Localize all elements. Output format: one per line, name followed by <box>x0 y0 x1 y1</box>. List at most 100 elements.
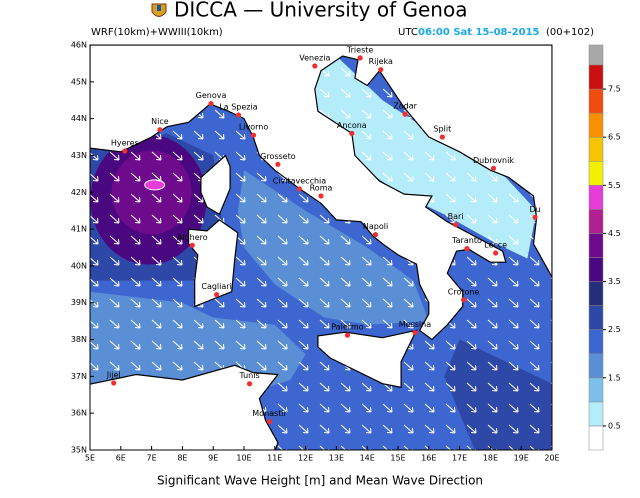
land <box>90 45 552 341</box>
city-label: Palermo <box>331 323 363 332</box>
lead-time: (00+102) <box>546 27 594 38</box>
city-label: Civitavecchia <box>273 176 327 185</box>
lon-tick-label: 10E <box>236 454 251 463</box>
lon-tick-label: 11E <box>267 454 282 463</box>
city-marker <box>157 127 163 133</box>
city-marker <box>189 242 195 248</box>
city-marker <box>532 214 538 220</box>
land <box>317 329 418 389</box>
colorbar-label: 2.5 <box>608 325 621 334</box>
colorbar-swatch <box>588 425 604 451</box>
lat-tick-label: 42N <box>71 188 87 197</box>
city-marker <box>464 246 470 252</box>
city-marker <box>213 292 220 298</box>
city-label: Zadar <box>393 102 417 111</box>
lon-tick-label: 18E <box>483 454 498 463</box>
city-label: Jijel <box>106 370 121 379</box>
city-marker <box>122 148 128 154</box>
city-label: Ancona <box>337 121 367 130</box>
city-marker <box>357 55 363 61</box>
colorbar-swatch <box>588 233 604 258</box>
city-label: Nice <box>151 117 169 126</box>
city-label: Alghero <box>177 233 208 242</box>
city-marker <box>378 67 384 73</box>
city-marker <box>349 130 355 136</box>
lat-tick-label: 41N <box>71 225 87 234</box>
city-marker <box>439 134 445 140</box>
city-label: Napoli <box>363 222 388 231</box>
city-marker <box>208 100 214 107</box>
city-marker <box>493 250 499 256</box>
lon-tick-label: 17E <box>452 454 467 463</box>
colorbar-swatch <box>588 161 604 186</box>
city-label: Crotone <box>448 287 480 296</box>
lat-tick-label: 40N <box>71 261 87 270</box>
city-label: Livorno <box>239 123 269 132</box>
colorbar-swatch <box>588 281 604 306</box>
title: DICCA — University of Genoa <box>174 0 467 22</box>
city-marker <box>372 232 379 238</box>
city-marker <box>296 186 303 192</box>
time-stamp: 06:00 Sat 15-08-2015 <box>418 27 540 38</box>
lat-tick-label: 44N <box>71 114 87 123</box>
colorbar-label: 1.5 <box>608 373 621 382</box>
city-marker <box>412 329 418 336</box>
colorbar-swatch <box>588 112 604 138</box>
colorbar-label: 0.5 <box>608 421 621 430</box>
lon-tick-label: 6E <box>116 454 126 463</box>
lon-tick-label: 9E <box>208 454 218 463</box>
city-label: Tunis <box>238 371 259 380</box>
city-label: Trieste <box>346 45 373 54</box>
colorbar-swatch <box>588 377 604 403</box>
city-label: Venezia <box>299 53 330 62</box>
colorbar-swatch <box>588 329 604 354</box>
colorbar-label: 7.5 <box>608 85 621 94</box>
colorbar-label: 6.5 <box>608 133 621 142</box>
colorbar-swatch <box>588 64 604 90</box>
colorbar-swatch <box>588 185 604 210</box>
city-label: Monastir <box>252 409 287 418</box>
logo <box>151 3 167 17</box>
city-label: Dubrovnik <box>473 156 514 165</box>
lat-tick-label: 38N <box>71 335 87 344</box>
city-marker <box>266 419 273 425</box>
city-marker <box>246 381 253 387</box>
city-marker <box>111 380 117 386</box>
model-label: WRF(10km)+WWIII(10km) <box>91 27 223 38</box>
lon-tick-label: 14E <box>360 454 375 463</box>
city-label: La Spezia <box>219 102 257 111</box>
caption: Significant Wave Height [m] and Mean Wav… <box>157 474 483 488</box>
colorbar-swatch <box>588 136 604 162</box>
city-marker <box>235 112 242 118</box>
colorbar-swatch <box>588 305 604 330</box>
city-label: Rijeka <box>369 57 393 66</box>
city-label: Cagliari <box>201 282 231 291</box>
colorbar-swatch <box>588 401 604 427</box>
land <box>90 364 280 450</box>
lat-tick-label: 35N <box>71 446 87 455</box>
colorbar-swatch <box>588 257 604 282</box>
city-marker <box>318 193 324 199</box>
colorbar-swatch <box>588 353 604 379</box>
city-marker <box>452 222 459 228</box>
colorbar-swatch <box>588 88 604 114</box>
lon-tick-label: 16E <box>421 454 436 463</box>
colorbar-label: 3.5 <box>608 277 621 286</box>
lat-tick-label: 37N <box>71 372 87 381</box>
lon-tick-label: 13E <box>329 454 344 463</box>
city-marker <box>490 165 497 171</box>
city-label: Roma <box>310 183 333 192</box>
colorbar-label: 5.5 <box>608 181 621 190</box>
colorbar-over <box>588 44 604 66</box>
lat-tick-label: 39N <box>71 298 87 307</box>
lat-tick-label: 45N <box>71 77 87 86</box>
time-zone: UTC <box>398 27 418 38</box>
lon-tick-label: 15E <box>390 454 405 463</box>
lat-tick-label: 46N <box>71 41 87 50</box>
city-label: Genova <box>196 91 227 100</box>
lat-tick-label: 36N <box>71 409 87 418</box>
city-label: Bari <box>448 212 464 221</box>
colorbar-swatch <box>588 209 604 234</box>
city-marker <box>250 132 257 138</box>
